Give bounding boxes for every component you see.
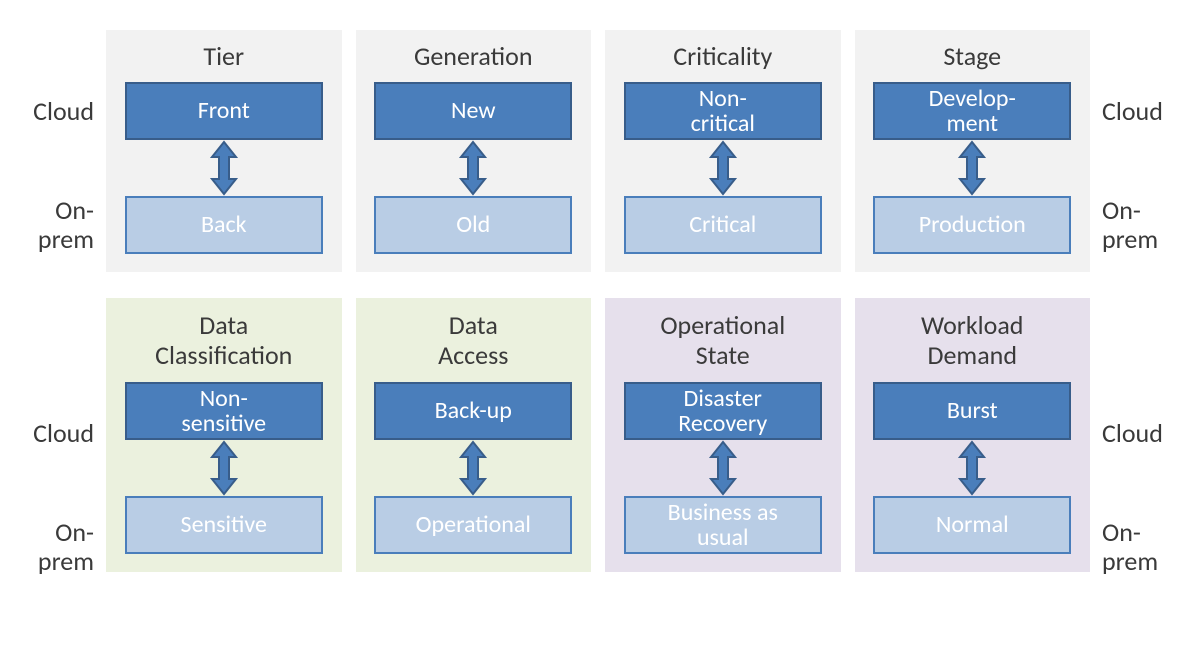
bidirectional-arrow-icon bbox=[457, 140, 489, 196]
arrow-container bbox=[707, 440, 739, 496]
dimension-card: Generation New Old bbox=[356, 30, 592, 272]
arrow-container bbox=[457, 140, 489, 196]
cloud-box: Burst bbox=[873, 382, 1071, 440]
onprem-box: Business asusual bbox=[624, 496, 822, 554]
bidirectional-arrow-icon bbox=[457, 440, 489, 496]
card-title: OperationalState bbox=[660, 310, 785, 372]
arrow-container bbox=[208, 140, 240, 196]
onprem-box: Operational bbox=[374, 496, 572, 554]
row-label-cloud: Cloud bbox=[14, 82, 94, 140]
card-title: DataClassification bbox=[155, 310, 292, 372]
onprem-box: Critical bbox=[624, 196, 822, 254]
bidirectional-arrow-icon bbox=[707, 140, 739, 196]
card-title: Stage bbox=[943, 42, 1001, 72]
card-title: WorkloadDemand bbox=[921, 310, 1023, 372]
cloud-box: DisasterRecovery bbox=[624, 382, 822, 440]
diagram-row: DataClassification Non-sensitive Sensitive… bbox=[106, 298, 1090, 572]
cloud-box: Front bbox=[125, 82, 323, 140]
diagram-grid: Tier Front Back Generation New Old Criticality… bbox=[106, 30, 1090, 572]
onprem-box: Normal bbox=[873, 496, 1071, 554]
card-title: Criticality bbox=[673, 42, 772, 72]
onprem-box: Back bbox=[125, 196, 323, 254]
right-row-labels: Cloud On-prem bbox=[1102, 404, 1182, 576]
arrow-container bbox=[956, 440, 988, 496]
bidirectional-arrow-icon bbox=[956, 440, 988, 496]
row-label-cloud: Cloud bbox=[14, 404, 94, 462]
dimension-card: DataAccess Back-up Operational bbox=[356, 298, 592, 572]
cloud-box: Non-sensitive bbox=[125, 382, 323, 440]
arrow-container bbox=[956, 140, 988, 196]
row-label-cloud: Cloud bbox=[1102, 82, 1182, 140]
dimension-card: DataClassification Non-sensitive Sensitive bbox=[106, 298, 342, 572]
dimension-card: Stage Develop-ment Production bbox=[855, 30, 1091, 272]
card-title: Tier bbox=[203, 42, 244, 72]
cloud-box: New bbox=[374, 82, 572, 140]
cloud-box: Develop-ment bbox=[873, 82, 1071, 140]
left-row-labels: Cloud On-prem bbox=[14, 82, 94, 254]
card-title: DataAccess bbox=[438, 310, 508, 372]
dimension-card: Tier Front Back bbox=[106, 30, 342, 272]
row-label-onprem: On-prem bbox=[14, 196, 94, 254]
diagram-row: Tier Front Back Generation New Old Criticality… bbox=[106, 30, 1090, 272]
bidirectional-arrow-icon bbox=[208, 440, 240, 496]
bidirectional-arrow-icon bbox=[956, 140, 988, 196]
bidirectional-arrow-icon bbox=[707, 440, 739, 496]
cloud-box: Non-critical bbox=[624, 82, 822, 140]
onprem-box: Production bbox=[873, 196, 1071, 254]
dimension-card: WorkloadDemand Burst Normal bbox=[855, 298, 1091, 572]
row-label-onprem: On-prem bbox=[1102, 196, 1182, 254]
left-row-labels: Cloud On-prem bbox=[14, 404, 94, 576]
row-label-onprem: On-prem bbox=[1102, 518, 1182, 576]
dimension-card: Criticality Non-critical Critical bbox=[605, 30, 841, 272]
arrow-container bbox=[457, 440, 489, 496]
cloud-box: Back-up bbox=[374, 382, 572, 440]
card-title: Generation bbox=[414, 42, 533, 72]
dimension-card: OperationalState DisasterRecovery Business… bbox=[605, 298, 841, 572]
arrow-container bbox=[208, 440, 240, 496]
onprem-box: Old bbox=[374, 196, 572, 254]
right-row-labels: Cloud On-prem bbox=[1102, 82, 1182, 254]
row-label-cloud: Cloud bbox=[1102, 404, 1182, 462]
row-label-onprem: On-prem bbox=[14, 518, 94, 576]
onprem-box: Sensitive bbox=[125, 496, 323, 554]
bidirectional-arrow-icon bbox=[208, 140, 240, 196]
arrow-container bbox=[707, 140, 739, 196]
